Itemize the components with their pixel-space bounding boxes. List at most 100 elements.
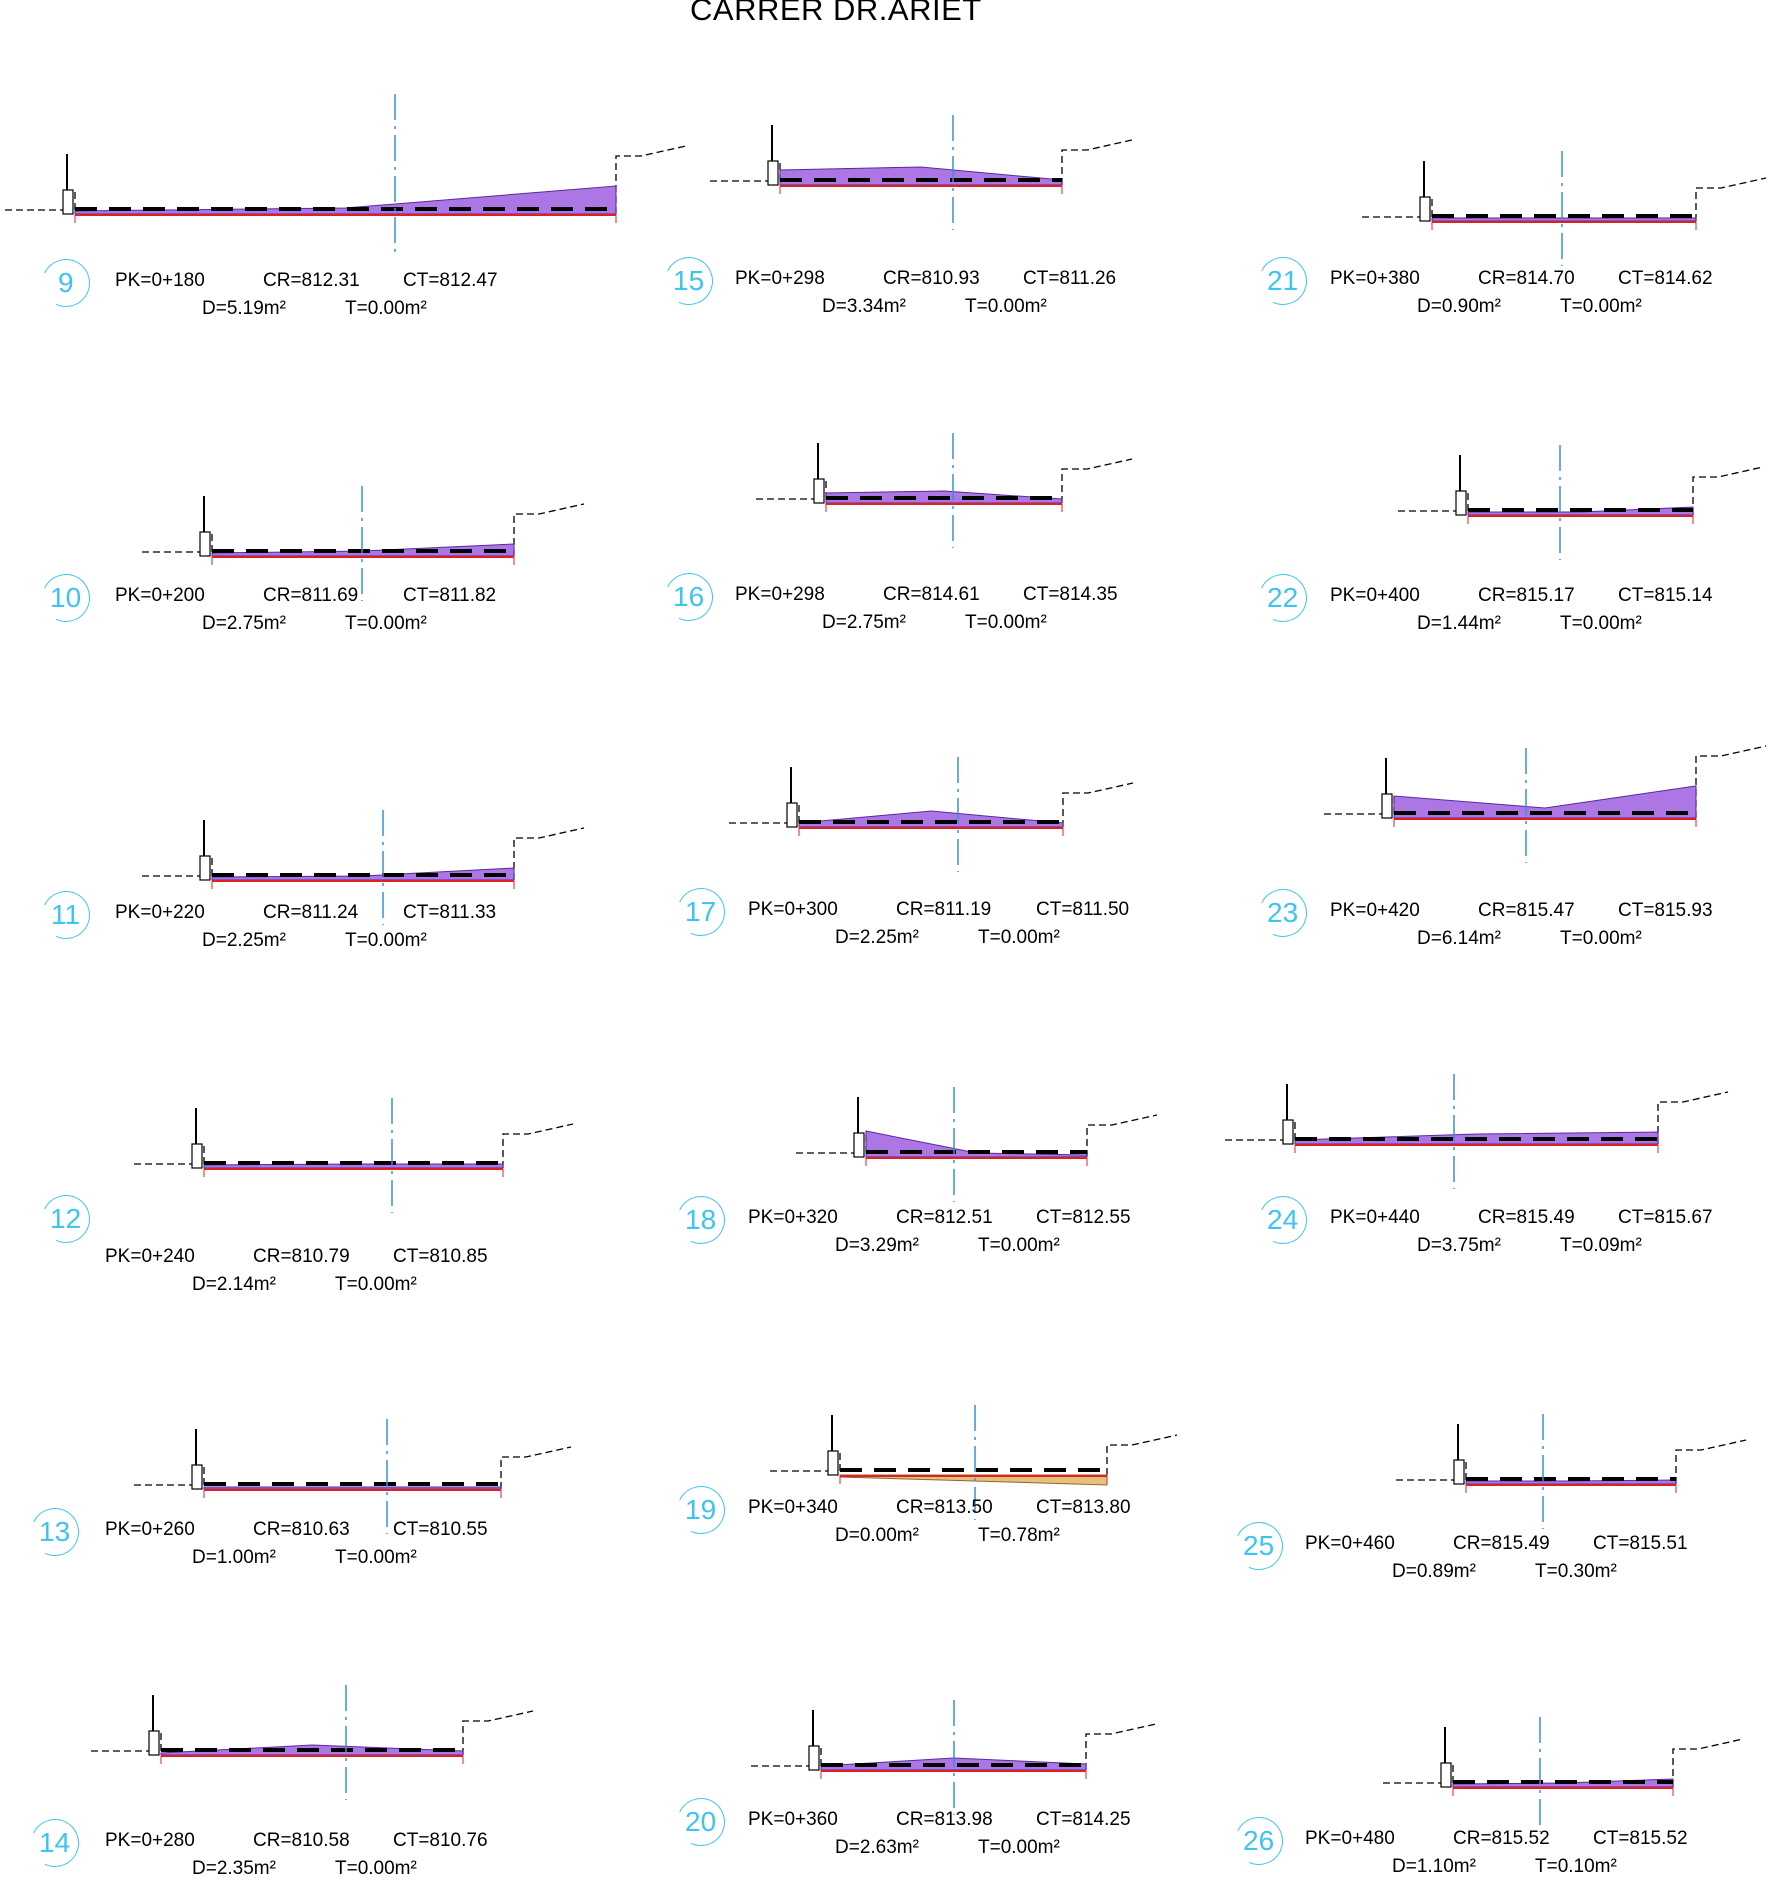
section-label-23: 23 PK=0+420 CR=815.47 CT=815.93 D=6.14m² T=0.… — [0, 0, 1713, 949]
section-number: 24 — [1267, 1204, 1299, 1235]
drawing-title: CARRER DR.ARIET — [690, 0, 982, 27]
section-cr-label: CR=811.24 — [263, 902, 359, 923]
cross-section-26 — [1383, 1717, 1744, 1832]
section-d-label: D=0.00m² — [835, 1525, 919, 1546]
terrain-right-line — [513, 503, 585, 556]
section-label-25: 25 PK=0+460 CR=815.49 CT=815.51 D=0.89m² T=0.… — [0, 0, 1688, 1582]
section-d-label: D=3.29m² — [835, 1235, 919, 1256]
section-label-9: 9 PK=0+180 CR=812.31 CT=812.47 D=5.19m² T=0.0… — [0, 0, 498, 319]
section-number: 11 — [51, 899, 81, 931]
cross-section-9 — [5, 94, 687, 254]
cross-section-22 — [1398, 445, 1764, 560]
section-ct-label: CT=811.50 — [1036, 899, 1130, 920]
section-pk-label: PK=0+420 — [1330, 900, 1420, 921]
section-pk-label: PK=0+440 — [1330, 1207, 1420, 1228]
section-t-label: T=0.00m² — [1560, 296, 1642, 317]
cross-section-11 — [142, 810, 585, 925]
section-d-label: D=2.75m² — [202, 613, 286, 634]
cross-section-14 — [91, 1685, 534, 1800]
section-ct-label: CT=815.93 — [1618, 900, 1713, 921]
section-pk-label: PK=0+298 — [735, 584, 825, 605]
section-d-label: D=3.34m² — [822, 296, 906, 317]
section-d-label: D=2.75m² — [822, 612, 906, 633]
section-t-label: T=0.00m² — [1560, 613, 1642, 634]
section-ct-label: CT=815.14 — [1618, 585, 1713, 606]
section-ct-label: CT=811.26 — [1023, 268, 1117, 289]
section-t-label: T=0.00m² — [978, 927, 1060, 948]
kerb-post — [1455, 490, 1467, 516]
cross-section-24 — [1225, 1074, 1729, 1189]
section-cr-label: CR=815.52 — [1453, 1828, 1550, 1849]
section-cr-label: CR=813.98 — [896, 1809, 993, 1830]
section-number: 12 — [50, 1203, 82, 1234]
section-pk-label: PK=0+300 — [748, 899, 838, 920]
section-number: 21 — [1267, 265, 1299, 296]
kerb-post — [191, 1143, 203, 1169]
section-d-label: D=5.19m² — [202, 298, 286, 319]
section-cr-label: CR=815.49 — [1453, 1533, 1550, 1554]
section-ct-label: CT=810.55 — [393, 1519, 488, 1540]
section-ct-label: CT=810.85 — [393, 1246, 488, 1267]
cut-area — [1431, 217, 1697, 222]
section-number: 26 — [1243, 1825, 1275, 1856]
section-label-26: 26 PK=0+480 CR=815.52 CT=815.52 D=1.10m² T=0.… — [0, 0, 1688, 1877]
cut-area — [779, 166, 1063, 186]
cut-area — [798, 810, 1064, 828]
section-t-label: T=0.09m² — [1560, 1235, 1642, 1256]
section-label-21: 21 PK=0+380 CR=814.70 CT=814.62 D=0.90m² T=0.… — [0, 0, 1713, 317]
section-cr-label: CR=810.93 — [883, 268, 980, 289]
section-label-15: 15 PK=0+298 CR=810.93 CT=811.26 D=3.34m² T=0.… — [0, 0, 1116, 317]
section-label-24: 24 PK=0+440 CR=815.49 CT=815.67 D=3.75m² T=0.… — [0, 0, 1713, 1256]
section-pk-label: PK=0+240 — [105, 1246, 195, 1267]
section-pk-label: PK=0+480 — [1305, 1828, 1395, 1849]
section-ct-label: CT=815.52 — [1593, 1828, 1688, 1849]
cross-section-23 — [1324, 745, 1767, 863]
section-d-label: D=0.89m² — [1392, 1561, 1476, 1582]
section-d-label: D=2.35m² — [192, 1858, 276, 1879]
section-pk-label: PK=0+220 — [115, 902, 205, 923]
section-label-14: 14 PK=0+280 CR=810.58 CT=810.76 D=2.35m² T=0.… — [0, 0, 488, 1879]
kerb-post — [199, 855, 211, 881]
kerb-post — [199, 531, 211, 557]
cross-section-17 — [729, 757, 1134, 872]
section-label-10: 10 PK=0+200 CR=811.69 CT=811.82 D=2.75m² T=0.… — [0, 0, 496, 634]
section-t-label: T=0.78m² — [978, 1525, 1060, 1546]
section-number: 18 — [685, 1204, 717, 1235]
section-number: 15 — [673, 265, 705, 296]
section-pk-label: PK=0+180 — [115, 270, 205, 291]
section-label-12: 12 PK=0+240 CR=810.79 CT=810.85 D=2.14m² T=0.… — [0, 0, 488, 1295]
section-number: 16 — [673, 581, 705, 612]
section-d-label: D=1.44m² — [1417, 613, 1501, 634]
section-number: 14 — [39, 1827, 71, 1858]
kerb-post — [1282, 1119, 1294, 1145]
section-cr-label: CR=815.47 — [1478, 900, 1575, 921]
section-ct-label: CT=810.76 — [393, 1830, 488, 1851]
terrain-right-line — [1061, 139, 1133, 185]
kerb-post — [827, 1450, 839, 1476]
section-pk-label: PK=0+380 — [1330, 268, 1420, 289]
section-cr-label: CR=815.49 — [1478, 1207, 1575, 1228]
kerb-post — [786, 802, 798, 828]
section-cr-label: CR=810.63 — [253, 1519, 350, 1540]
section-pk-label: PK=0+320 — [748, 1207, 838, 1228]
section-t-label: T=0.00m² — [965, 612, 1047, 633]
section-label-19: 19 PK=0+340 CR=813.50 CT=813.80 D=0.00m² T=0.… — [0, 0, 1131, 1546]
section-label-18: 18 PK=0+320 CR=812.51 CT=812.55 D=3.29m² T=0.… — [0, 0, 1131, 1256]
section-ct-label: CT=814.25 — [1036, 1809, 1131, 1830]
terrain-right-line — [1657, 1091, 1729, 1144]
cross-section-15 — [710, 115, 1133, 230]
section-label-13: 13 PK=0+260 CR=810.63 CT=810.55 D=1.00m² T=0.… — [0, 0, 488, 1568]
section-t-label: T=0.00m² — [1560, 928, 1642, 949]
kerb-post — [148, 1730, 160, 1756]
section-pk-label: PK=0+200 — [115, 585, 205, 606]
cross-section-10 — [142, 486, 585, 601]
section-ct-label: CT=814.62 — [1618, 268, 1713, 289]
section-number: 19 — [685, 1494, 717, 1525]
kerb-post — [813, 478, 825, 504]
cross-section-12 — [134, 1098, 574, 1213]
section-t-label: T=0.00m² — [335, 1274, 417, 1295]
section-d-label: D=2.25m² — [202, 930, 286, 951]
section-d-label: D=6.14m² — [1417, 928, 1501, 949]
section-number: 13 — [39, 1516, 71, 1547]
terrain-right-line — [1106, 1434, 1178, 1475]
